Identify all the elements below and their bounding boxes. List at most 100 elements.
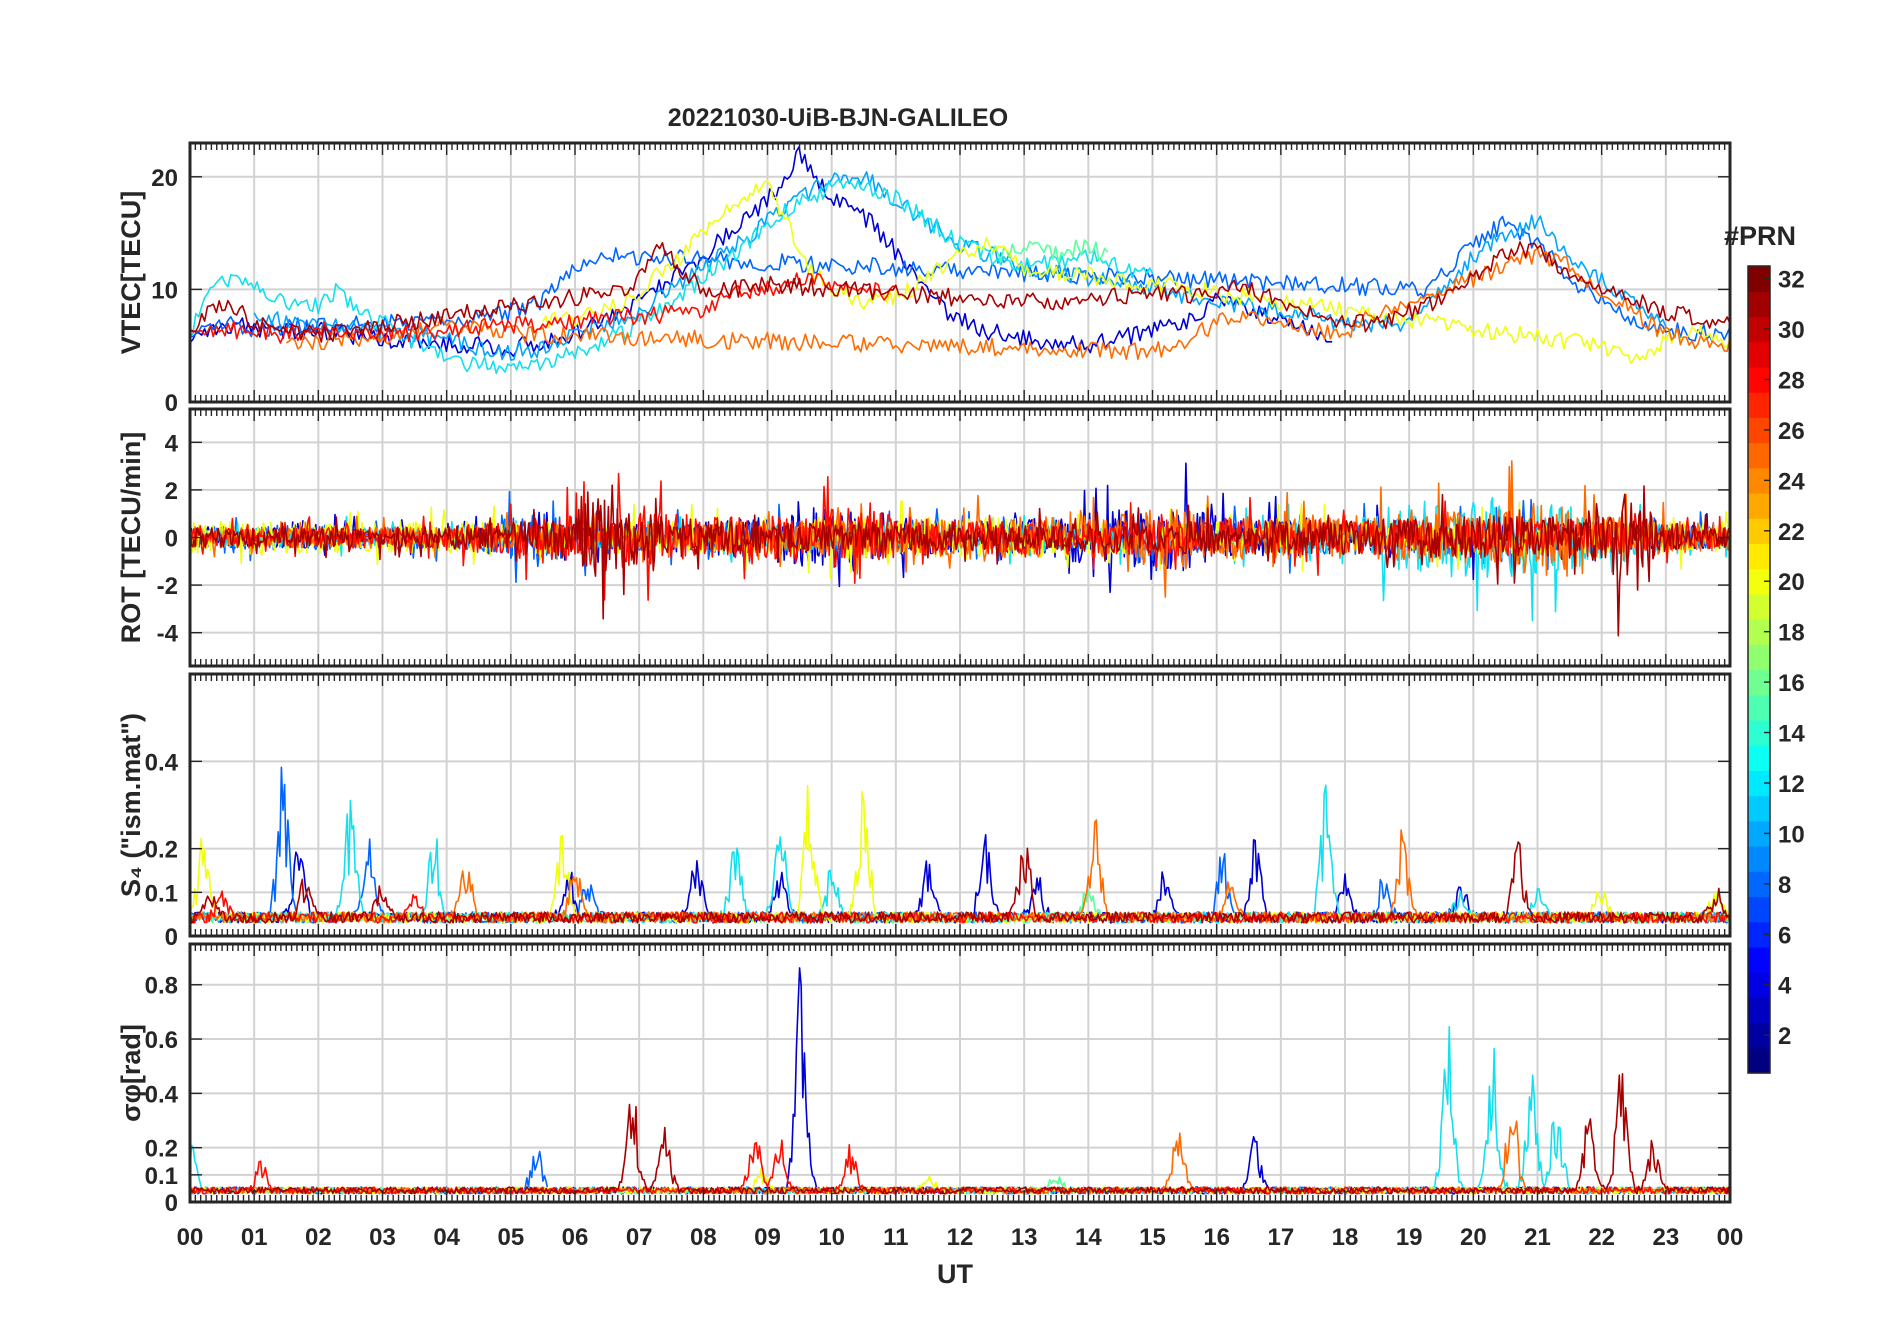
x-axis-label: UT: [937, 1259, 973, 1289]
y-tick-label: 2: [165, 478, 178, 505]
colorbar-segment: [1748, 1022, 1770, 1049]
colorbar-segment: [1748, 997, 1770, 1024]
series-prn-29: [190, 890, 1730, 924]
x-tick-label: 11: [883, 1224, 908, 1251]
colorbar-tick-label: 18: [1778, 620, 1805, 647]
grid-lines: [189, 674, 1731, 937]
colorbar-segment: [1748, 820, 1770, 847]
colorbar-segment: [1748, 871, 1770, 898]
colorbar-label: #PRN: [1724, 221, 1796, 251]
colorbar-segment: [1748, 442, 1770, 469]
y-axis-label-vtec: VTEC[TECU]: [116, 191, 146, 355]
series-prn-20: [542, 180, 1730, 365]
colorbar-segment: [1748, 392, 1770, 418]
colorbar-tick-label: 20: [1778, 569, 1805, 596]
x-tick-label: 16: [1203, 1224, 1230, 1251]
x-tick-label: 19: [1396, 1224, 1423, 1251]
x-tick-label: 00: [177, 1224, 204, 1251]
series-group: [190, 766, 1730, 924]
y-tick-label: 10: [151, 277, 178, 304]
colorbar-segment: [1748, 921, 1770, 948]
series-prn-7: [190, 215, 1730, 343]
colorbar-tick-label: 28: [1778, 367, 1805, 394]
x-tick-label: 22: [1588, 1224, 1615, 1251]
panel-sigma_phi: 00.10.2 0.4 0.6 0.8 σφ[rad]: [116, 942, 1732, 1217]
colorbar-tick-label: 14: [1778, 721, 1805, 748]
colorbar-tick-label: 30: [1778, 317, 1805, 344]
colorbar-tick-label: 22: [1778, 519, 1805, 546]
x-tick-labels: 00 01 02 03 04 05 06 07 08 09 10 11 12 13 14 15 16 17 18 19…: [177, 1224, 1744, 1251]
x-tick-label: 15: [1139, 1224, 1166, 1251]
colorbar-segment: [1748, 492, 1770, 519]
colorbar-tick-label: 2: [1778, 1023, 1791, 1050]
panel-rot: -4 -2 0 2 4 ROT [TECU/min]: [116, 407, 1732, 668]
colorbar-segment: [1748, 644, 1770, 671]
colorbar-segment: [1748, 846, 1770, 872]
x-tick-label: 17: [1267, 1224, 1294, 1251]
x-tick-label: 10: [818, 1224, 845, 1251]
series-prn-12: [190, 179, 1154, 375]
colorbar-segment: [1748, 568, 1770, 595]
colorbar-segment: [1748, 341, 1770, 368]
colorbar-segment: [1748, 795, 1770, 822]
colorbar-frame: [1747, 265, 1771, 1074]
colorbar-segment: [1748, 669, 1770, 696]
colorbar-segment: [1748, 518, 1770, 545]
y-tick-label: 0.4: [145, 749, 179, 776]
y-axis-label-sigma_phi: σφ[rad]: [116, 1024, 146, 1122]
axes-box: [188, 672, 1732, 938]
axes-box: [188, 942, 1732, 1204]
colorbar-tick-label: 12: [1778, 771, 1805, 798]
x-tick-label: 09: [754, 1224, 781, 1251]
x-tick-label: 05: [497, 1224, 524, 1251]
x-tick-label: 08: [690, 1224, 717, 1251]
y-tick-label: 0.6: [145, 1027, 178, 1054]
colorbar-tick-label: 4: [1778, 973, 1792, 1000]
y-tick-label: 0.1: [145, 1163, 178, 1190]
x-tick-label: 23: [1652, 1224, 1679, 1251]
colorbar-segment: [1748, 896, 1770, 923]
colorbar-tick-label: 16: [1778, 670, 1805, 697]
colorbar-segment: [1748, 543, 1770, 570]
colorbar-segment: [1748, 467, 1770, 494]
colorbar-segment: [1748, 694, 1770, 721]
x-tick-label: 02: [305, 1224, 332, 1251]
colorbar-segment: [1748, 266, 1770, 292]
y-tick-label: 0.8: [145, 973, 178, 1000]
x-tick-label: 07: [626, 1224, 653, 1251]
x-tick-label: 21: [1524, 1224, 1551, 1251]
colorbar-tick-label: 10: [1778, 821, 1805, 848]
colorbar-segment: [1748, 972, 1770, 998]
x-tick-label: 14: [1075, 1224, 1102, 1251]
colorbar-segment: [1748, 291, 1770, 318]
colorbar-segment: [1748, 719, 1770, 746]
colorbar-segment: [1748, 770, 1770, 797]
series-group: [190, 460, 1730, 637]
colorbar-tick-label: 6: [1778, 922, 1791, 949]
y-tick-label: 0: [165, 390, 178, 417]
y-tick-label: 0: [165, 526, 178, 553]
x-tick-label: 00: [1717, 1224, 1744, 1251]
series-prn-31: [190, 241, 1730, 343]
y-axis-label-s4: S₄ ("ism.mat"): [116, 713, 146, 897]
x-tick-label: 01: [241, 1224, 268, 1251]
colorbar-tick-label: 8: [1778, 872, 1791, 899]
colorbar-segment: [1748, 1047, 1770, 1074]
colorbar-segment: [1748, 366, 1770, 393]
y-tick-label: 0: [165, 924, 178, 951]
y-tick-label: -4: [157, 621, 179, 648]
y-tick-label: -2: [157, 573, 178, 600]
x-tick-label: 04: [433, 1224, 460, 1251]
y-tick-label: 4: [165, 430, 179, 457]
colorbar-segment: [1748, 593, 1770, 620]
series-prn-31: [190, 841, 1730, 924]
y-tick-label: 0.2: [145, 1136, 178, 1163]
x-tick-label: 03: [369, 1224, 396, 1251]
colorbar-segment: [1748, 619, 1770, 645]
series-prn-26: [190, 460, 1730, 598]
y-tick-label: 0.4: [145, 1081, 179, 1108]
